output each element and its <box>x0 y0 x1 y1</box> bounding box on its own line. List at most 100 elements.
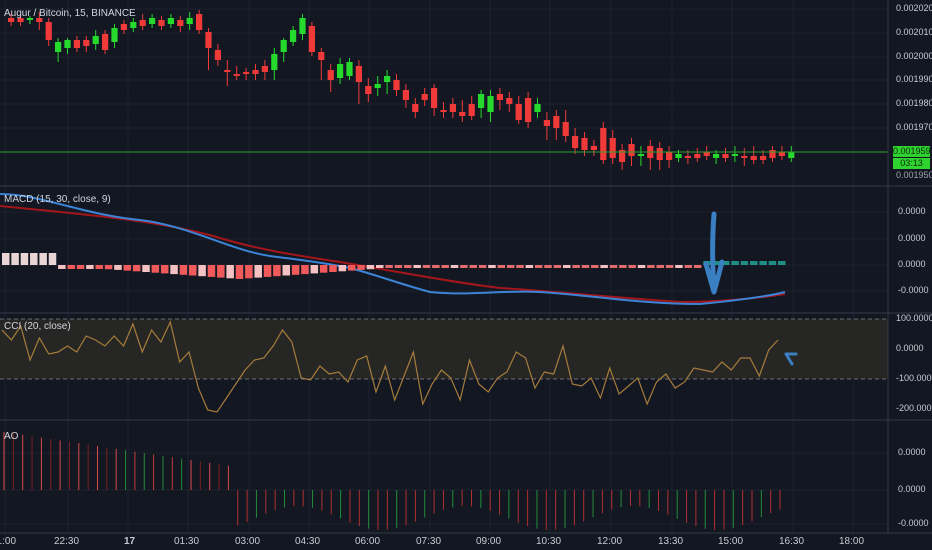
macd-histogram-bar <box>563 265 571 268</box>
time-tick-label: 03:00 <box>235 536 261 547</box>
price-candle-body <box>73 40 80 48</box>
price-candle-body <box>496 94 503 100</box>
price-candle-body <box>243 72 250 74</box>
macd-histogram-bar <box>534 265 543 268</box>
macd-histogram-bar <box>413 265 421 268</box>
price-candle-body <box>196 14 203 30</box>
macd-histogram-bar <box>263 265 272 277</box>
price-tick-label: 0.002020 <box>896 3 932 13</box>
price-candle-body <box>628 144 635 156</box>
macd-histogram-bar <box>160 265 169 274</box>
macd-histogram-bar <box>628 265 636 268</box>
price-candle-body <box>318 52 325 60</box>
macd-histogram-bar <box>647 265 655 268</box>
price-candle-body <box>64 40 71 48</box>
price-candle-body <box>402 90 409 100</box>
countdown-badge: 03:13 <box>893 158 930 169</box>
macd-histogram-bar <box>319 265 328 273</box>
macd-histogram-bar <box>207 265 216 277</box>
time-tick-label: 21:00 <box>0 536 17 547</box>
price-candle-body <box>271 54 278 70</box>
macd-signal-line <box>0 205 786 304</box>
macd-histogram-bar <box>768 261 777 265</box>
macd-histogram-bar <box>114 265 122 270</box>
macd-pane[interactable] <box>0 193 786 306</box>
macd-tick-label: 0.0000 <box>898 233 926 243</box>
macd-histogram-bar <box>48 253 57 265</box>
macd-title[interactable]: MACD (15, 30, close, 9) <box>4 194 111 205</box>
price-tick-label: 0.002010 <box>896 27 932 37</box>
macd-histogram-bar <box>422 265 431 268</box>
price-candle-body <box>421 94 428 100</box>
price-candle-body <box>619 150 626 162</box>
price-candle-body <box>111 28 118 42</box>
price-tick-label: 0.001970 <box>896 122 932 132</box>
price-candle-body <box>431 88 438 108</box>
last-price-badge: 0.001959 <box>893 146 931 157</box>
macd-histogram-bar <box>235 265 244 279</box>
price-candle-body <box>149 18 156 24</box>
price-candle-body <box>609 138 616 158</box>
macd-histogram-bar <box>39 253 47 265</box>
time-tick-label: 12:00 <box>597 536 623 547</box>
price-candle-body <box>280 40 287 52</box>
price-candle-body <box>177 20 184 26</box>
macd-histogram-bar <box>376 265 384 268</box>
price-candle-body <box>553 116 560 128</box>
price-candle-body <box>562 122 569 136</box>
macd-histogram-bar <box>469 265 477 268</box>
price-tick-partial: 0.001950 <box>896 170 932 180</box>
macd-histogram-bar <box>488 265 496 268</box>
price-candle-body <box>637 154 644 156</box>
macd-histogram-bar <box>572 265 580 268</box>
price-candle-body <box>83 40 90 46</box>
macd-histogram-bar <box>637 265 646 268</box>
macd-histogram-bar <box>675 265 683 268</box>
symbol-title[interactable]: Augur / Bitcoin, 15, BINANCE <box>4 8 136 19</box>
macd-histogram-bar <box>20 253 29 265</box>
price-candle-body <box>694 154 701 158</box>
time-tick-label: 10:30 <box>536 536 562 547</box>
macd-histogram-bar <box>506 265 515 268</box>
ao-pane[interactable] <box>3 432 781 530</box>
price-candle-body <box>130 22 137 28</box>
price-candle-body <box>600 128 607 160</box>
macd-histogram-bar <box>366 265 375 270</box>
time-tick-label: 16:30 <box>779 536 805 547</box>
cci-pane[interactable] <box>0 318 888 413</box>
macd-histogram-bar <box>179 265 188 275</box>
arrow-down-icon <box>703 211 725 295</box>
macd-histogram-bar <box>132 265 141 272</box>
price-candle-body <box>167 18 174 24</box>
price-candle-body <box>224 70 231 72</box>
price-candle-body <box>252 70 259 74</box>
price-candle-body <box>17 18 24 22</box>
cci-tick-label: 100.0000 <box>896 313 932 323</box>
price-candle-body <box>666 152 673 160</box>
macd-histogram-bar <box>282 265 290 276</box>
macd-histogram-bar <box>450 265 459 268</box>
ao-title[interactable]: AO <box>4 431 19 442</box>
cci-title[interactable]: CCI (20, close) <box>4 321 71 332</box>
price-candle-body <box>750 156 757 160</box>
cci-tick-label: -100.0000 <box>896 373 932 383</box>
axes <box>0 0 932 534</box>
time-tick-label: 04:30 <box>295 536 321 547</box>
price-pane[interactable] <box>0 10 888 170</box>
price-candle-body <box>92 36 99 44</box>
price-candle-body <box>374 84 381 88</box>
price-candle-body <box>769 150 776 158</box>
price-candle-body <box>525 98 532 122</box>
price-candle-body <box>459 112 466 116</box>
time-tick-label: 22:30 <box>54 536 80 547</box>
macd-histogram-bar <box>750 261 758 265</box>
macd-histogram-bar <box>581 265 590 268</box>
time-tick-label: 09:00 <box>476 536 502 547</box>
cci-band <box>0 319 888 379</box>
macd-line <box>0 193 786 306</box>
macd-histogram-bar <box>254 265 262 278</box>
arrow-up-icon <box>784 352 798 366</box>
price-candle-body <box>449 104 456 112</box>
time-tick-label: 06:00 <box>355 536 381 547</box>
